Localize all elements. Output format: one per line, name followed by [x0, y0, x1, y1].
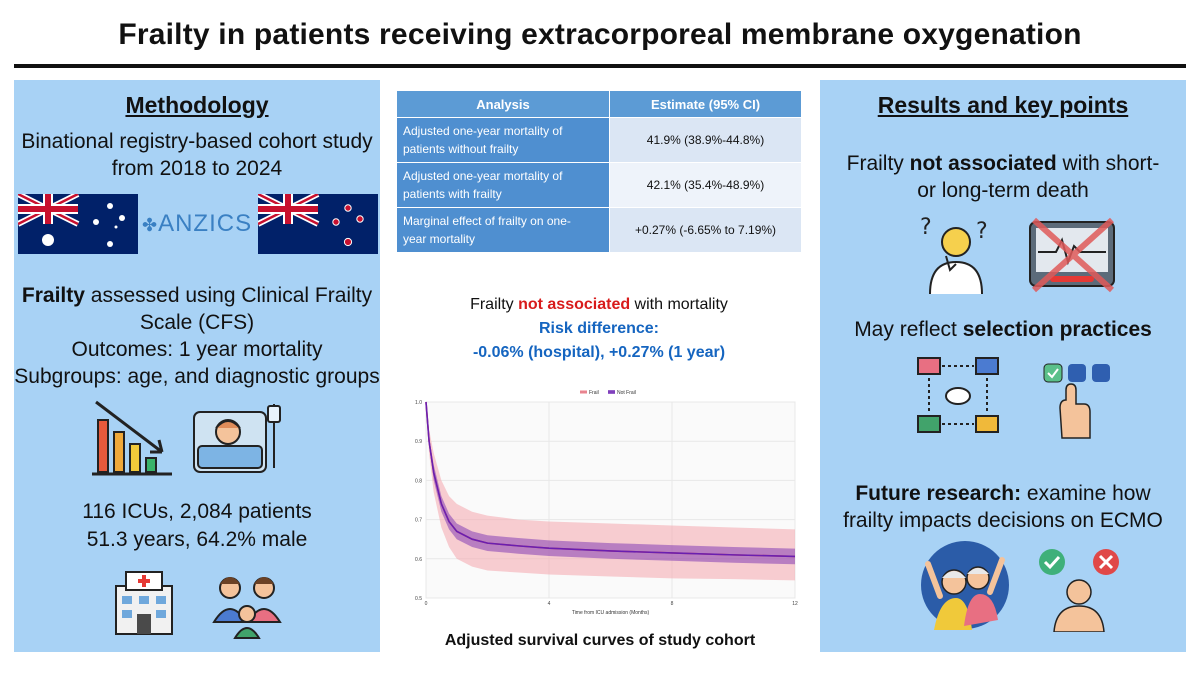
- legend-label: Frail: [589, 390, 599, 396]
- results-panel: Results and key points Frailty not assoc…: [820, 80, 1186, 652]
- y-tick-label: 0.9: [415, 439, 422, 445]
- point3-rest: examine how: [1021, 482, 1151, 505]
- anzics-logo: ✤ANZICS: [142, 210, 252, 240]
- survival-curve-chart: 0.5 0.6 0.7 0.8 0.9 1.0 0 4 8 12 Time from ICU adm…: [415, 390, 798, 616]
- subgroups-text: Subgroups: age, and diagnostic groups: [14, 365, 380, 388]
- results-heading: Results and key points: [877, 92, 1129, 118]
- table-row: Adjusted one-year mortality of patients w…: [396, 117, 802, 163]
- outcomes-text: Outcomes: 1 year mortality: [71, 338, 323, 361]
- new-zealand-flag-icon: [258, 194, 378, 254]
- y-tick-label: 0.5: [415, 596, 422, 602]
- legend-label: Not Frail: [617, 390, 636, 396]
- analysis-line: Adjusted one-year mortality of: [403, 124, 563, 138]
- analysis-line: Adjusted one-year mortality of: [403, 169, 563, 183]
- point2-prefix: May reflect: [854, 318, 963, 341]
- table-cell-estimate: 41.9% (38.9%-44.8%): [609, 117, 802, 163]
- methodology-panel: Methodology Binational registry-based co…: [14, 80, 380, 652]
- analysis-line: patients with frailty: [403, 187, 502, 201]
- x-axis-label: Time from ICU admission (Months): [572, 610, 650, 616]
- survival-line-not-frail: [425, 401, 796, 558]
- x-tick-label: 4: [548, 601, 551, 607]
- title-divider: [14, 64, 1186, 68]
- declining-chart-icon: [92, 400, 172, 476]
- analysis-line: Marginal effect of frailty on one-: [403, 214, 571, 228]
- finding-highlight: not associated: [518, 296, 631, 313]
- patient-in-bed-icon: [193, 404, 281, 473]
- y-tick-label: 0.6: [415, 557, 422, 563]
- australia-flag-icon: [18, 194, 138, 254]
- risk-difference-label: Risk difference:: [538, 320, 660, 337]
- anzics-emblem-icon: ✤: [142, 215, 159, 235]
- table-row: Adjusted one-year mortality of patients w…: [396, 162, 802, 208]
- table-header-row: Analysis Estimate (95% CI): [396, 90, 802, 118]
- point3-bold: Future research:: [855, 482, 1022, 505]
- confidence-band-frail: [426, 402, 795, 581]
- table-cell-analysis: Marginal effect of frailty on one-year m…: [396, 207, 610, 253]
- finding-suffix: with mortality: [630, 296, 728, 313]
- key-point-1-line1: Frailty not associated with short-: [820, 150, 1186, 177]
- point2-bold: selection practices: [962, 318, 1152, 341]
- frailty-assessment-rest: assessed using Clinical Frailty: [84, 284, 373, 307]
- analysis-line: patients without frailty: [403, 142, 519, 156]
- table-cell-estimate: 42.1% (35.4%-48.9%): [609, 162, 802, 208]
- svg-text:?: ?: [976, 219, 988, 244]
- thinking-person-icon: ? ?: [920, 215, 988, 295]
- frailty-assessment-line1: Frailty assessed using Clinical Frailty: [14, 282, 380, 309]
- point1-prefix: Frailty: [846, 152, 910, 175]
- network-computers-icon: [917, 357, 999, 433]
- study-design-line2: from 2018 to 2024: [111, 157, 283, 180]
- y-tick-label: 0.8: [415, 478, 422, 484]
- key-point-1-line2: or long-term death: [917, 179, 1089, 202]
- frailty-assessment-line2: Scale (CFS): [139, 311, 255, 334]
- key-point-3-line1: Future research: examine how: [820, 480, 1186, 507]
- mortality-finding: Frailty not associated with mortality: [396, 294, 802, 316]
- y-tick-label: 1.0: [415, 400, 422, 406]
- x-tick-label: 12: [792, 601, 798, 607]
- risk-difference-values: -0.06% (hospital), +0.27% (1 year): [472, 344, 726, 361]
- table-cell-analysis: Adjusted one-year mortality of patients w…: [396, 117, 610, 163]
- icu-count-text: 116 ICUs, 2,084 patients: [82, 500, 312, 523]
- x-tick-label: 0: [425, 601, 428, 607]
- crossed-heart-monitor-icon: [1029, 217, 1115, 293]
- confidence-band-not-frail: [426, 402, 795, 565]
- demographics-text: 51.3 years, 64.2% male: [86, 528, 308, 551]
- table-row: Marginal effect of frailty on one-year m…: [396, 207, 802, 253]
- methodology-heading: Methodology: [125, 92, 269, 118]
- x-tick-label: 8: [671, 601, 674, 607]
- chart-caption: Adjusted survival curves of study cohort: [444, 632, 756, 649]
- svg-text:?: ?: [920, 215, 932, 240]
- finding-prefix: Frailty: [470, 296, 519, 313]
- table-cell-analysis: Adjusted one-year mortality of patients w…: [396, 162, 610, 208]
- point1-bold: not associated: [909, 152, 1057, 175]
- anzics-logo-text: ANZICS: [158, 210, 253, 237]
- elderly-couple-icon: [921, 541, 1009, 630]
- y-tick-label: 0.7: [415, 518, 422, 524]
- analysis-line: year mortality: [403, 232, 476, 246]
- page-title: Frailty in patients receiving extracorpo…: [118, 18, 1082, 51]
- hospital-icon: [115, 571, 173, 635]
- point1-suffix: with short-: [1056, 152, 1160, 175]
- decision-person-icon: [1039, 549, 1119, 632]
- frailty-bold-label: Frailty: [21, 284, 85, 307]
- selection-hand-icon: [1043, 363, 1110, 439]
- key-point-2: May reflect selection practices: [820, 316, 1186, 343]
- results-table: Analysis Estimate (95% CI) Adjusted one-…: [396, 90, 802, 253]
- family-icon: [212, 577, 282, 639]
- table-header-estimate: Estimate (95% CI): [609, 90, 802, 118]
- study-design-line1: Binational registry-based cohort study: [21, 130, 373, 153]
- table-cell-estimate: +0.27% (-6.65% to 7.19%): [609, 207, 802, 253]
- table-header-analysis: Analysis: [396, 90, 610, 118]
- key-point-3-line2: frailty impacts decisions on ECMO: [843, 509, 1163, 532]
